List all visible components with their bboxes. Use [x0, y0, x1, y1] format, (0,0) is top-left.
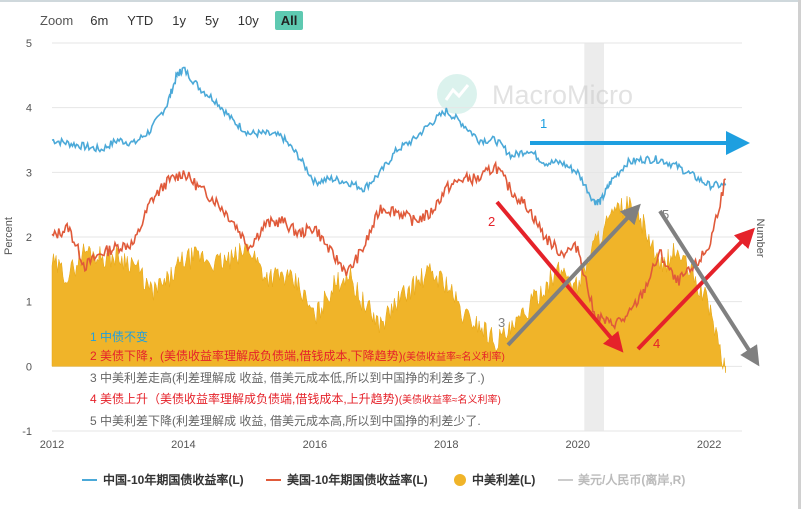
x-tick-label: 2012	[40, 439, 64, 451]
legend-us-label: 美国-10年期国债收益率(L)	[287, 472, 428, 487]
note-2-main: 2 美债下降，(美债收益率理解成负债端,借钱成本,下降趋势)	[90, 348, 403, 363]
x-axis-ticks: 2012 2014 2016 2018 2020 2022	[40, 439, 722, 451]
y-axis-title: Percent	[3, 217, 15, 255]
arrow-label-3: 3	[498, 315, 505, 330]
note-5: 5 中美利差下降(利差理解成 收益, 借美元成本高,所以到中国挣的利差少了.	[90, 413, 481, 428]
note-4: 4 美债上升（美债收益率理解成负债端,借钱成本,上升趋势)(美债收益率≈名义利率…	[90, 391, 501, 406]
y2-axis-title: Number	[754, 218, 766, 257]
y-tick-label: -1	[22, 426, 32, 438]
x-tick-label: 2020	[565, 439, 589, 451]
y-tick-label: 3	[26, 167, 32, 179]
legend-item-china[interactable]: 中国-10年期国债收益率(L)	[82, 472, 244, 487]
x-tick-label: 2014	[171, 439, 195, 451]
y-tick-label: 2	[26, 232, 32, 244]
arrow-label-4: 4	[653, 336, 660, 351]
legend-usdcnh-label: 美元/人民币(离岸,R)	[578, 472, 685, 487]
legend-spread-swatch	[454, 474, 466, 486]
y-tick-label: 4	[26, 103, 32, 115]
y-tick-label: 0	[26, 361, 32, 373]
arrow-label-5: 5	[662, 207, 669, 222]
watermark-text: MacroMicro	[492, 80, 633, 110]
legend-china-label: 中国-10年期国债收益率(L)	[103, 472, 244, 487]
x-tick-label: 2022	[697, 439, 721, 451]
note-3: 3 中美利差走高(利差理解成 收益, 借美元成本低,所以到中国挣的利差多了.)	[90, 370, 485, 385]
x-tick-label: 2016	[303, 439, 327, 451]
legend-spread-label: 中美利差(L)	[472, 472, 535, 487]
legend-item-spread[interactable]: 中美利差(L)	[454, 472, 535, 487]
note-2-sub: (美债收益率≈名义利率)	[403, 350, 505, 363]
legend-item-us[interactable]: 美国-10年期国债收益率(L)	[266, 472, 428, 487]
note-4-sub: (美债收益率≈名义利率)	[399, 393, 501, 406]
arrow-label-1: 1	[540, 116, 547, 131]
y-tick-label: 5	[26, 38, 32, 50]
y-axis-ticks: -1 0 1 2 3 4 5	[22, 38, 32, 438]
note-1: 1 中债不变	[90, 329, 148, 344]
x-tick-label: 2018	[434, 439, 458, 451]
y-tick-label: 1	[26, 297, 32, 309]
note-4-main: 4 美债上升（美债收益率理解成负债端,借钱成本,上升趋势)	[90, 391, 399, 406]
legend: 中国-10年期国债收益率(L) 美国-10年期国债收益率(L) 中美利差(L) …	[82, 472, 685, 487]
legend-item-usdcnh[interactable]: 美元/人民币(离岸,R)	[558, 472, 685, 487]
arrow-label-2: 2	[488, 214, 495, 229]
